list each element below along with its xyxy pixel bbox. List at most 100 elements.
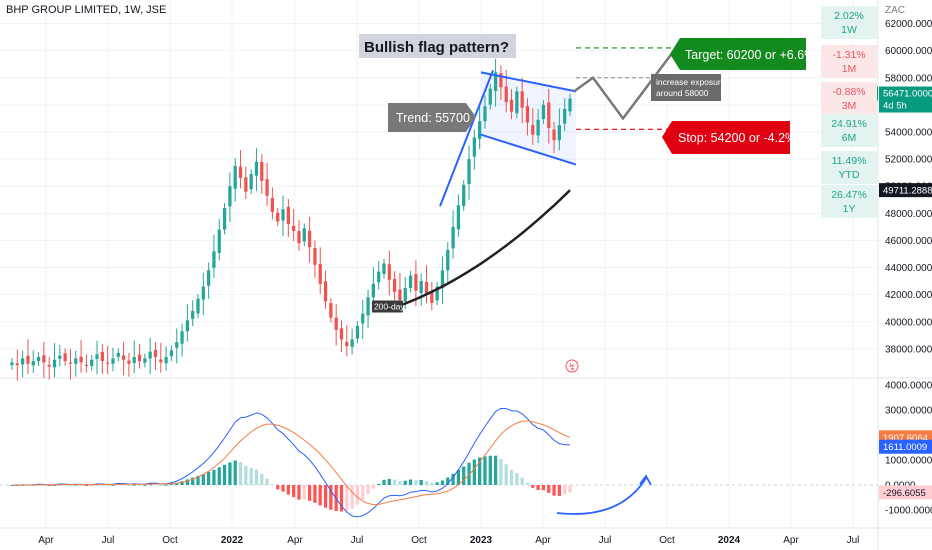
performance-period: YTD — [838, 169, 860, 181]
macd-hist-bar — [483, 456, 487, 485]
candle-body — [339, 328, 344, 340]
candle-body — [153, 349, 158, 358]
candle-body — [478, 121, 482, 140]
candle-body — [47, 364, 51, 367]
performance-cell[interactable]: 2.02% 1W — [821, 6, 877, 39]
pattern-title-bg — [359, 34, 516, 58]
performance-cell[interactable]: -1.31% 1M — [821, 45, 877, 78]
macd-hist-bar — [462, 466, 466, 485]
performance-cell[interactable]: 11.49% YTD — [821, 151, 877, 184]
macd-hist-bar — [74, 484, 78, 486]
price-tick-label: 58000.0000 — [885, 73, 932, 84]
candle-body — [435, 286, 439, 301]
candle-body — [79, 356, 83, 363]
macd-hist-bar — [456, 469, 461, 485]
macd-hist-bar — [568, 485, 572, 493]
candle-body — [329, 303, 333, 318]
candle-body — [58, 355, 62, 359]
macd-hist-bar — [451, 473, 455, 485]
countdown-badge: 4d 5h — [883, 101, 907, 112]
candle-body — [387, 264, 391, 280]
candlesticks — [10, 58, 572, 381]
performance-cell[interactable]: -0.88% 3M — [821, 82, 877, 115]
candle-body — [222, 207, 227, 230]
macd-hist-bar — [488, 455, 492, 485]
performance-value: 11.49% — [831, 155, 867, 167]
candle-body — [15, 363, 19, 366]
target-label-bg — [670, 38, 806, 70]
performance-value: -1.31% — [832, 49, 866, 61]
macd-hist-bar — [350, 485, 354, 509]
candle-body — [201, 286, 205, 300]
candle-body — [403, 287, 407, 302]
candle-body — [408, 275, 413, 288]
macd-hist-bar — [90, 485, 94, 486]
macd-tick-label: 1000.0000 — [885, 456, 932, 467]
macd-hist-bar — [132, 484, 136, 486]
macd-hist-bar — [153, 484, 158, 486]
macd-hist-bar — [175, 482, 179, 485]
candle-body — [313, 248, 317, 265]
macd-hist-bar — [525, 482, 530, 485]
candle-body — [265, 179, 269, 196]
macd-hist-bar — [191, 477, 195, 485]
macd-hist-bar — [387, 478, 391, 485]
performance-cell[interactable]: 24.91% 6M — [821, 114, 877, 147]
time-tick-label: Oct — [162, 535, 178, 546]
time-axis: Apr Jul Oct 2022 Apr Jul Oct 2023 Apr Jul Oct 2024 A… — [38, 535, 859, 546]
macd-hist-bar — [435, 482, 439, 485]
exposure-note-line2: around 58000 — [656, 88, 709, 98]
macd-hist-bar — [185, 479, 190, 485]
candle-body — [345, 341, 349, 347]
candle-body — [270, 198, 275, 212]
ma-label-bg — [371, 300, 403, 313]
macd-hist-bar — [504, 464, 508, 485]
candle-body — [334, 317, 338, 330]
macd-hist-bar — [361, 485, 365, 500]
candle-body — [31, 361, 35, 366]
macd-hist-bar — [143, 484, 147, 486]
macd-hist-bar — [228, 462, 232, 485]
macd-hist-bar — [222, 464, 227, 485]
target-label: Target: 60200 or +6.6% — [685, 48, 815, 62]
macd-hist-bar — [531, 485, 535, 488]
macd-hist-bar — [302, 485, 306, 500]
time-tick-label: Apr — [287, 535, 303, 546]
macd-hist-bar — [313, 485, 317, 503]
candle-body — [531, 124, 535, 135]
price-tick-label: 46000.0000 — [885, 236, 932, 247]
flag-lower-line — [480, 133, 577, 166]
performance-cell[interactable]: 26.47% 1Y — [821, 185, 877, 218]
macd-hist-bar — [286, 485, 290, 495]
macd-hist-bar — [297, 485, 301, 500]
candle-body — [169, 350, 174, 357]
candle-body — [483, 106, 487, 122]
candle-body — [26, 355, 30, 364]
candle-body — [541, 104, 546, 119]
macd-hist-bar — [281, 485, 285, 492]
candle-body — [254, 161, 259, 176]
candle-body — [414, 274, 418, 291]
candle-body — [217, 229, 221, 253]
macd-hist-bar — [446, 477, 450, 485]
candle-body — [159, 359, 163, 363]
candle-body — [499, 73, 503, 88]
candle-body — [180, 331, 184, 344]
candle-body — [127, 360, 131, 364]
candle-body — [488, 88, 492, 105]
candle-body — [509, 99, 514, 112]
macd-tick-label: -1000.0000 — [885, 506, 932, 517]
macd-hist-bar — [424, 481, 429, 485]
macd-hist-bar — [254, 469, 259, 485]
macd-hist-bar — [238, 462, 243, 485]
macd-hist-bar — [382, 479, 386, 485]
macd-hist-bar — [345, 485, 349, 512]
signal-line — [11, 420, 571, 506]
macd-hist-bar — [206, 472, 211, 485]
macd-hist-bar — [249, 468, 253, 485]
candle-body — [244, 177, 248, 192]
candle-body — [398, 289, 402, 301]
macd-hist-bar — [52, 484, 57, 486]
